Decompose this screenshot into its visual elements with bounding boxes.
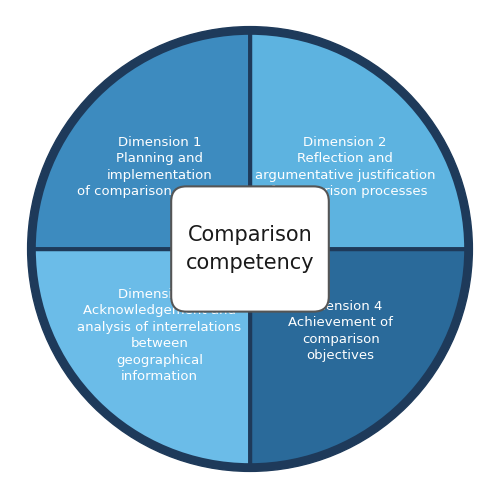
FancyBboxPatch shape [171,186,329,312]
Wedge shape [250,33,466,249]
Text: Dimension 3
Acknowledgement and
analysis of interrelations
between
geographical
: Dimension 3 Acknowledgement and analysis… [78,288,241,383]
Text: Comparison
competency: Comparison competency [186,225,314,273]
Text: Dimension 1
Planning and
implementation
of comparison processes: Dimension 1 Planning and implementation … [76,135,242,198]
Circle shape [28,26,472,472]
Text: Dimension 4
Achievement of
comparison
objectives: Dimension 4 Achievement of comparison ob… [288,300,393,363]
Wedge shape [250,249,466,465]
Text: Dimension 2
Reflection and
argumentative justification
of comparison processes: Dimension 2 Reflection and argumentative… [255,135,436,198]
Wedge shape [34,249,250,465]
Wedge shape [34,33,250,249]
